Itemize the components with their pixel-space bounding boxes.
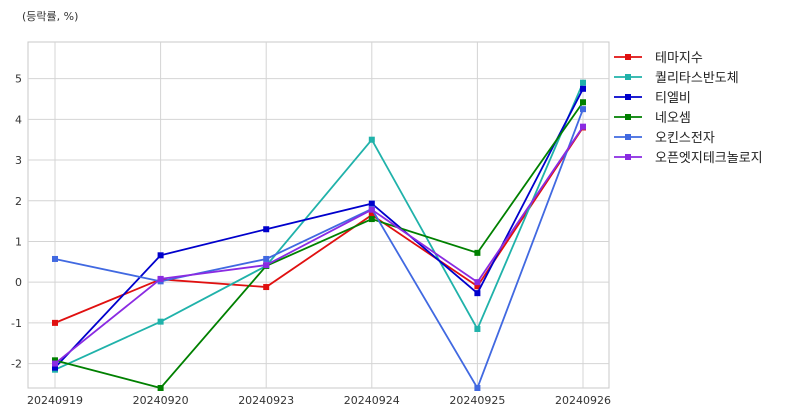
x-tick-label: 20240920 xyxy=(133,394,189,407)
y-tick-label: 5 xyxy=(15,73,22,86)
data-point xyxy=(52,360,58,367)
data-point xyxy=(368,206,375,213)
data-point xyxy=(157,385,164,391)
legend-label: 테마지수 xyxy=(655,51,703,66)
series-line xyxy=(54,101,584,390)
legend-marker xyxy=(625,94,631,100)
data-point xyxy=(474,290,481,297)
y-tick-label: 4 xyxy=(15,113,22,126)
plot-area xyxy=(27,41,610,389)
x-axis-ticks: 20240919 20240920 20240923 20240924 20240925… xyxy=(27,394,611,407)
series-line xyxy=(54,88,584,369)
data-point xyxy=(474,279,481,286)
data-point xyxy=(52,357,58,364)
data-point xyxy=(263,262,270,269)
data-point xyxy=(580,99,586,106)
legend-item: 티엘비 xyxy=(614,91,691,106)
series-lines xyxy=(52,79,586,391)
series-line xyxy=(54,82,584,371)
legend-item: 오픈엣지테크놀로지 xyxy=(614,151,763,166)
series-line xyxy=(54,126,584,365)
y-tick-label: 2 xyxy=(15,195,22,208)
legend-marker xyxy=(625,74,631,80)
data-point xyxy=(263,255,270,262)
x-tick-label: 20240919 xyxy=(27,394,83,407)
legend-item: 테마지수 xyxy=(614,51,703,66)
data-point xyxy=(368,200,375,207)
legend-item: 오킨스전자 xyxy=(614,131,715,146)
legend-label: 네오셈 xyxy=(655,111,691,126)
y-tick-label: -2 xyxy=(11,358,22,371)
legend-item: 네오셈 xyxy=(614,111,691,126)
data-point xyxy=(474,283,481,290)
data-point xyxy=(368,136,375,143)
unit-label: (등락률, %) xyxy=(22,10,78,23)
data-point xyxy=(368,212,375,218)
data-point xyxy=(474,385,481,391)
data-point xyxy=(580,85,586,92)
data-point xyxy=(368,216,375,223)
legend-marker xyxy=(625,54,631,60)
data-point xyxy=(580,79,586,86)
y-axis-ticks: -2 -1 0 1 2 3 4 5 xyxy=(11,73,22,371)
legend-label: 티엘비 xyxy=(655,91,691,106)
legend-marker xyxy=(625,134,631,140)
x-tick-label: 20240923 xyxy=(238,394,294,407)
data-point xyxy=(580,106,586,113)
legend-item: 퀄리타스반도체 xyxy=(614,71,739,86)
data-point xyxy=(52,319,58,326)
data-point xyxy=(157,252,164,259)
y-tick-label: 0 xyxy=(15,276,22,289)
x-tick-label: 20240925 xyxy=(449,394,505,407)
data-point xyxy=(263,284,270,291)
data-point xyxy=(52,364,58,371)
legend-marker xyxy=(625,114,631,120)
legend-label: 오킨스전자 xyxy=(655,131,715,146)
data-point xyxy=(474,325,481,332)
data-point xyxy=(157,275,164,282)
y-tick-label: 1 xyxy=(15,235,22,248)
y-tick-label: 3 xyxy=(15,154,22,167)
data-point xyxy=(263,226,270,233)
data-point xyxy=(157,318,164,325)
data-point xyxy=(580,123,586,130)
legend-marker xyxy=(625,154,631,160)
data-point xyxy=(52,255,58,262)
x-tick-label: 20240924 xyxy=(344,394,400,407)
data-point xyxy=(474,249,481,256)
y-tick-label: -1 xyxy=(11,317,22,330)
x-tick-label: 20240926 xyxy=(555,394,611,407)
series-line xyxy=(54,108,584,391)
legend-label: 퀄리타스반도체 xyxy=(655,71,739,86)
legend-label: 오픈엣지테크놀로지 xyxy=(655,151,763,166)
